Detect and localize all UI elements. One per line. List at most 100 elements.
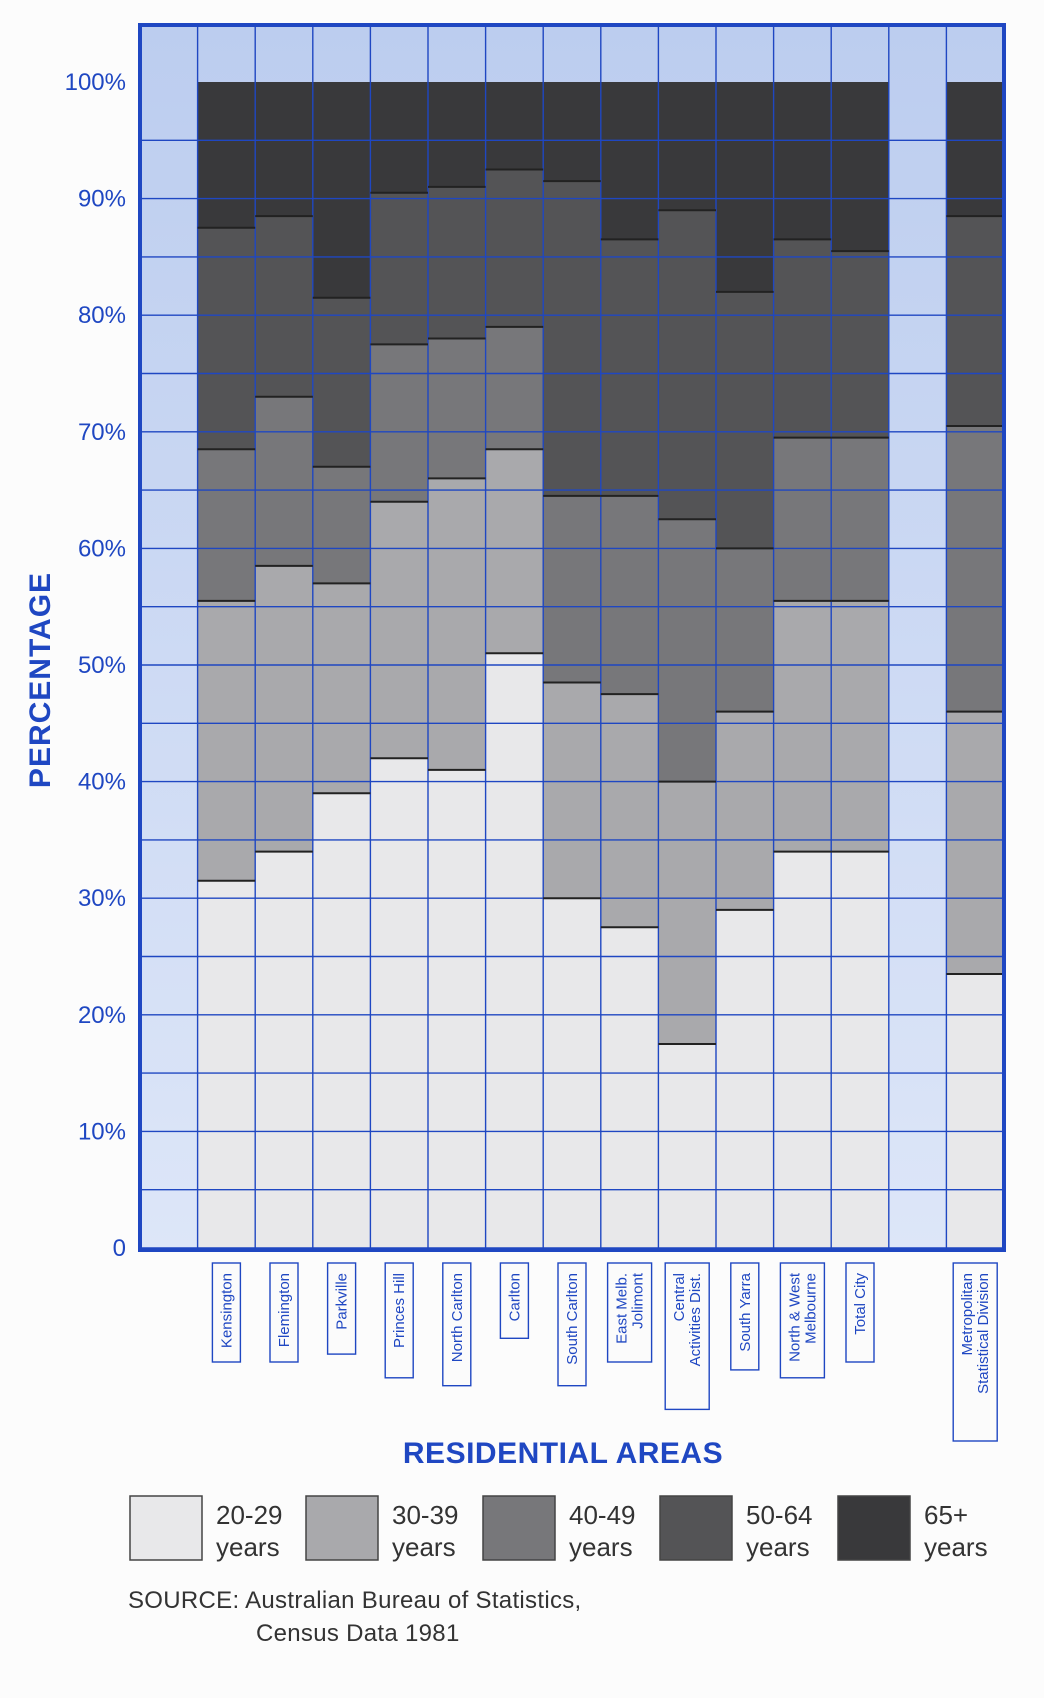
category-label-box [269,1262,299,1363]
legend-swatch [837,1495,911,1561]
y-tick-label: 40% [78,769,126,796]
bar-segment [312,297,371,467]
bar-segment [197,82,256,228]
category-label-box [499,1262,530,1340]
bar-segment [543,682,601,899]
category-label-text: Flemington [276,1273,293,1347]
category-label-box [326,1262,357,1355]
y-tick-label: 50% [78,652,126,679]
bar-segment [773,437,832,601]
legend-label: 20-29 [216,1500,283,1530]
category-label: Total City [845,1262,875,1363]
category-label-box [664,1262,710,1411]
category-label-text: North Carlton [449,1273,466,1362]
category-label: Kensington [211,1262,242,1363]
source-line-1: SOURCE: Australian Bureau of Statistics, [128,1587,582,1614]
bar-segment [600,82,659,240]
bar-segment [255,216,313,397]
y-tick-label: 60% [78,535,126,562]
category-labels: Kensington Flemington Parkville Princes Hil… [211,1262,998,1442]
bar-segment [255,565,313,852]
bar-segment [716,711,774,910]
legend-swatch [305,1495,379,1561]
y-tick-label: 100% [65,69,126,96]
category-label-text: South Carlton [564,1273,581,1365]
legend-item: 65+years [837,1495,988,1562]
bar-segment [600,239,659,496]
category-label: South Yarra [730,1262,760,1371]
category-label-text: Princes Hill [391,1273,408,1348]
category-label-box [557,1262,587,1387]
y-tick-label: 90% [78,186,126,213]
bar-segment [485,449,544,654]
bar-segment [255,82,313,217]
bar-segment [658,210,716,520]
bar-segment [773,82,832,240]
y-tick-label: 0 [113,1235,126,1262]
legend-label: 65+ [924,1500,968,1530]
category-label-text: South Yarra [737,1272,754,1351]
bar-segment [658,82,716,211]
bar-segment [428,769,486,1248]
bar-segment [831,437,889,601]
category-label: North & West Melbourne [779,1262,826,1379]
legend-label-unit: years [924,1532,988,1562]
bar-segment [658,1044,716,1248]
y-axis-title: PERCENTAGE [24,572,57,788]
bar-segment [716,291,774,549]
category-label-text: Kensington [218,1273,235,1348]
category-label-text: Carlton [506,1273,523,1321]
bar-segment [428,338,486,479]
bar-segment [370,758,428,1248]
bar-segment [600,495,659,695]
category-label: Princes Hill [384,1262,414,1379]
category-label: East Melb. Jolimont [606,1262,653,1363]
bar-segment [946,426,1004,712]
y-tick-label: 80% [78,302,126,329]
y-tick-label: 10% [78,1118,126,1145]
legend-label-unit: years [746,1532,810,1562]
category-label: North Carlton [442,1262,472,1387]
bar-segment [428,186,486,339]
category-label-box [211,1262,242,1363]
bar-segment [946,974,1004,1248]
bar-segment [255,396,313,566]
y-tick-labels: 0 10% 20% 30% 40% 50% 60% 70% 80% 90% 100% [65,69,126,1262]
category-label-text: Melbourne [802,1273,819,1344]
bar-segment [485,169,544,327]
boundary-layer [197,168,1004,1045]
category-label-box [730,1262,760,1371]
legend-label: 50-64 [746,1500,813,1530]
category-label-box [952,1262,998,1442]
bar-segment [773,851,832,1248]
grid-layer [140,25,1004,1250]
legend-label-unit: years [216,1532,280,1562]
legend-swatch [129,1495,203,1561]
bar-segment [946,711,1004,974]
bar-segment [773,600,832,852]
category-label-text: Statistical Division [975,1273,992,1394]
category-label: Flemington [269,1262,299,1363]
bar-segment [428,82,486,187]
category-label-box [442,1262,472,1387]
bar-segment [600,694,659,928]
bar-segment [485,653,544,1248]
bars-layer [197,82,1004,1248]
bar-segment [485,326,544,450]
bar-segment [255,851,313,1248]
category-label-box [606,1262,653,1363]
category-label-box [845,1262,875,1363]
legend-label: 30-39 [392,1500,459,1530]
category-label: Parkville [326,1262,357,1355]
category-label-text: North & West [786,1272,803,1362]
bar-segment [197,880,256,1248]
category-label: Carlton [499,1262,530,1340]
category-label-text: Activities Dist. [687,1273,704,1366]
bar-segment [370,192,428,345]
bar-segment [485,82,544,170]
category-label-text: Total City [852,1273,869,1335]
bar-segment [370,344,428,502]
category-label-box [779,1262,826,1379]
